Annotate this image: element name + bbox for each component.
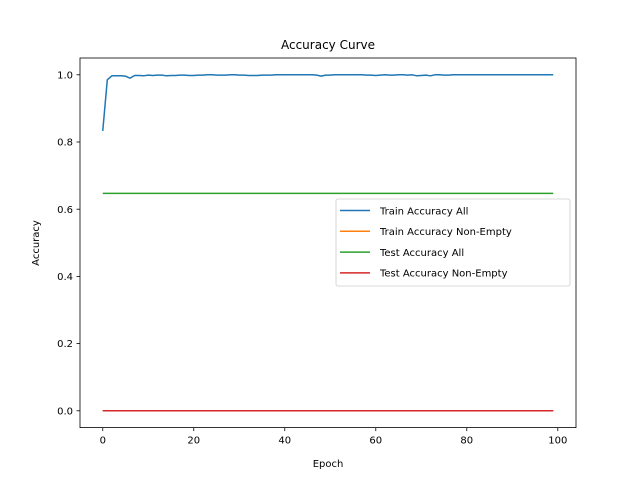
- series-line-train-accuracy-all: [102, 74, 554, 131]
- y-axis-label: Accuracy: [31, 220, 42, 266]
- y-tick-label: 0.0: [57, 406, 73, 417]
- y-tick-label: 1.0: [57, 70, 73, 81]
- x-tick-label: 80: [460, 436, 473, 447]
- x-axis-label: Epoch: [313, 459, 344, 470]
- x-tick-label: 100: [548, 436, 567, 447]
- x-tick-label: 60: [369, 436, 382, 447]
- y-tick-label: 0.2: [57, 339, 73, 350]
- x-tick-label: 0: [100, 436, 106, 447]
- y-tick-label: 0.8: [57, 138, 73, 149]
- legend-label: Test Accuracy Non-Empty: [379, 269, 508, 280]
- y-axis: 0.0 0.2 0.4 0.6 0.8 1.0: [57, 70, 80, 417]
- legend-box: [335, 198, 571, 287]
- legend-label: Train Accuracy Non-Empty: [379, 227, 512, 238]
- chart-title: Accuracy Curve: [281, 38, 375, 52]
- axes-frame: [79, 57, 577, 429]
- x-tick-label: 40: [278, 436, 291, 447]
- y-tick-label: 0.4: [57, 272, 73, 283]
- plot-area: [102, 74, 554, 412]
- x-tick-label: 20: [187, 436, 200, 447]
- y-tick-label: 0.6: [57, 205, 73, 216]
- legend: Train Accuracy All Train Accuracy Non-Emp…: [335, 198, 571, 287]
- legend-label: Test Accuracy All: [379, 248, 464, 259]
- x-axis: 0 20 40 60 80 100: [100, 427, 567, 447]
- legend-label: Train Accuracy All: [379, 206, 468, 217]
